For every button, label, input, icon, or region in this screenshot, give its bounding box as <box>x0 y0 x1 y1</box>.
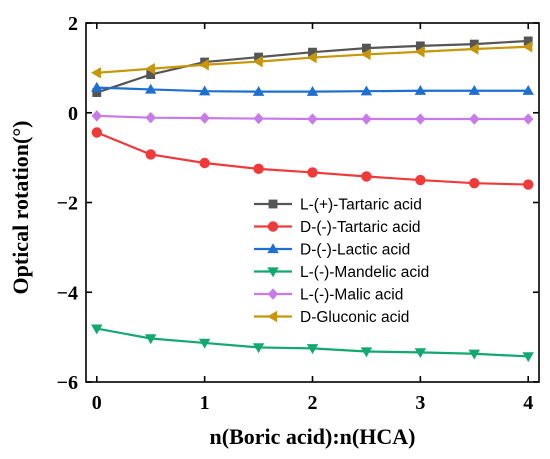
data-point <box>523 36 533 46</box>
data-point <box>360 85 373 96</box>
data-point <box>145 149 156 160</box>
data-point <box>144 63 155 75</box>
data-point <box>144 83 157 94</box>
legend-entry: L-(-)-Mandelic acid <box>254 264 429 281</box>
data-point <box>199 112 210 124</box>
x-tick-label: 3 <box>415 392 425 414</box>
data-point <box>306 344 319 355</box>
data-point <box>362 43 371 53</box>
data-point <box>469 39 479 49</box>
data-point <box>468 85 481 95</box>
data-point <box>415 113 426 125</box>
legend-marker <box>267 221 279 232</box>
data-point <box>199 157 210 169</box>
legend-marker <box>267 243 279 254</box>
data-point <box>468 43 479 55</box>
legend-label: D-Gluconic acid <box>300 309 409 326</box>
data-point <box>91 67 101 79</box>
y-tick-label: 2 <box>68 13 78 35</box>
x-axis-label: n(Boric acid):n(HCA) <box>210 424 416 449</box>
data-point <box>146 70 156 80</box>
y-axis-label: Optical rotation(°) <box>8 121 33 295</box>
y-tick-label: −6 <box>57 372 78 394</box>
data-point <box>361 171 372 182</box>
data-point <box>91 324 103 335</box>
data-point <box>523 179 534 190</box>
legend-marker <box>267 310 278 323</box>
legend-marker <box>267 288 279 300</box>
series-2 <box>91 81 534 96</box>
data-point <box>252 343 265 354</box>
legend-entry: D-Gluconic acid <box>254 309 409 326</box>
x-tick-label: 4 <box>523 392 533 414</box>
data-point <box>415 41 425 51</box>
data-point <box>198 338 211 349</box>
data-point <box>144 334 157 345</box>
data-point <box>469 113 480 125</box>
data-point <box>198 59 209 71</box>
x-tick-label: 2 <box>308 392 318 414</box>
data-point <box>145 111 156 124</box>
series-5 <box>91 41 533 79</box>
series-3 <box>91 324 534 363</box>
data-point <box>414 46 425 58</box>
series-1 <box>91 127 534 190</box>
legend-label: L-(-)-Malic acid <box>300 287 403 304</box>
legend-marker <box>268 199 278 209</box>
data-point <box>361 113 372 125</box>
legend-label: D-(-)-Tartaric acid <box>300 219 421 236</box>
data-point <box>522 85 534 95</box>
data-point <box>252 85 265 96</box>
data-point <box>91 127 102 138</box>
data-point <box>522 352 534 363</box>
data-point <box>414 85 427 95</box>
legend-label: L-(-)-Mandelic acid <box>300 264 429 281</box>
data-point <box>306 85 319 96</box>
data-point <box>360 347 373 358</box>
data-point <box>91 110 102 122</box>
data-point <box>252 55 263 68</box>
data-point <box>468 349 481 360</box>
data-point <box>414 348 427 359</box>
x-tick-label: 0 <box>92 392 102 414</box>
legend-marker <box>267 267 279 278</box>
y-tick-label: −2 <box>57 193 78 215</box>
legend-label: L-(+)-Tartaric acid <box>300 197 422 214</box>
data-point <box>360 48 371 61</box>
data-point <box>91 81 103 92</box>
data-point <box>523 113 534 125</box>
data-point <box>92 88 102 97</box>
data-point <box>253 163 264 175</box>
data-point <box>307 113 318 125</box>
y-tick-label: 0 <box>68 103 78 125</box>
data-point <box>308 47 317 57</box>
legend-entry: D-(-)-Tartaric acid <box>254 219 421 236</box>
data-point <box>307 167 318 178</box>
data-point <box>469 178 480 189</box>
legend-label: D-(-)-Lactic acid <box>300 242 410 259</box>
legend-entry: L-(-)-Malic acid <box>254 287 403 304</box>
data-point <box>415 174 426 186</box>
data-point <box>254 52 263 62</box>
data-point <box>253 112 264 125</box>
x-tick-label: 1 <box>200 392 210 414</box>
data-point <box>522 41 533 53</box>
y-tick-label: −4 <box>57 282 78 304</box>
data-point <box>306 51 317 64</box>
data-point <box>198 85 211 96</box>
legend-entry: D-(-)-Lactic acid <box>254 242 410 259</box>
series-4 <box>91 110 534 125</box>
legend-entry: L-(+)-Tartaric acid <box>254 197 422 214</box>
